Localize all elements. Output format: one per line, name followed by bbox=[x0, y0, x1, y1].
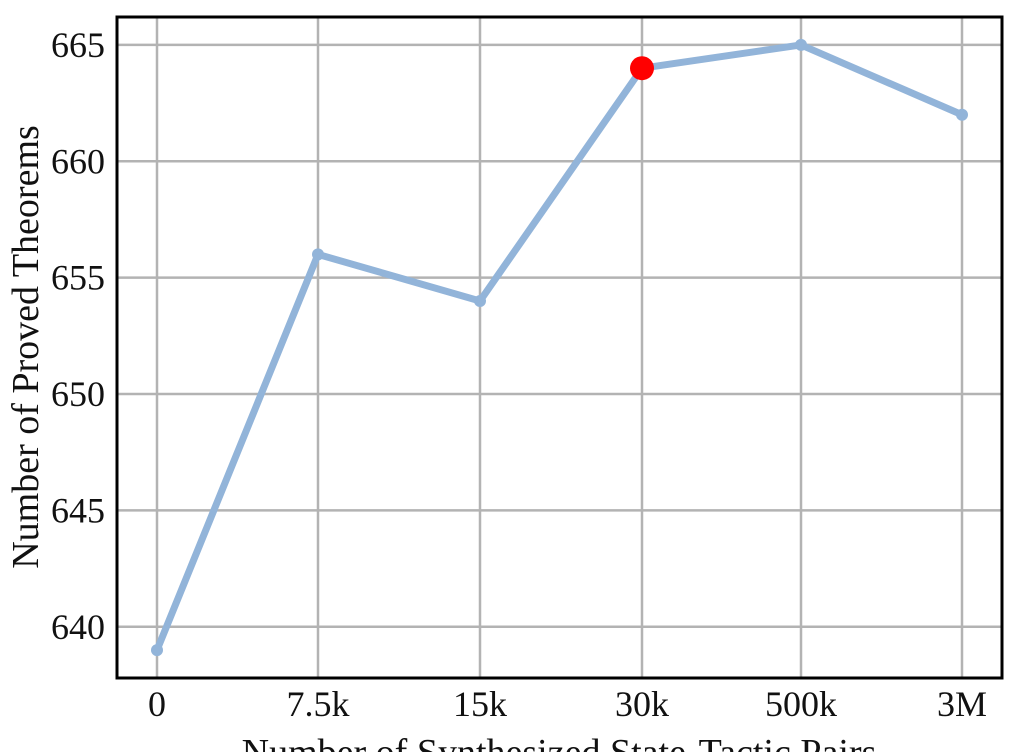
series-point bbox=[474, 294, 486, 307]
y-tick-label: 665 bbox=[51, 25, 105, 65]
series-layer bbox=[151, 38, 968, 657]
y-tick-label: 660 bbox=[51, 141, 105, 181]
x-tick-label: 3M bbox=[937, 684, 987, 724]
y-tick-label: 645 bbox=[51, 490, 105, 530]
grid bbox=[117, 17, 1002, 678]
series-point bbox=[795, 38, 807, 51]
x-tick-label: 15k bbox=[453, 684, 507, 724]
x-tick-label: 30k bbox=[615, 684, 669, 724]
series-line bbox=[153, 41, 966, 654]
plot-frame bbox=[115, 15, 1004, 680]
x-tick-labels: 0 7.5k 15k 30k 500k 3M bbox=[148, 684, 987, 724]
y-tick-label: 650 bbox=[51, 374, 105, 414]
y-tick-labels: 640 645 650 655 660 665 bbox=[51, 25, 105, 647]
series-point bbox=[956, 108, 968, 121]
x-tick-label: 500k bbox=[765, 684, 837, 724]
x-tick-label: 7.5k bbox=[287, 684, 350, 724]
y-tick-label: 655 bbox=[51, 258, 105, 298]
series-point bbox=[312, 248, 324, 261]
y-tick-label: 640 bbox=[51, 607, 105, 647]
y-axis-label: Number of Proved Theorems bbox=[5, 125, 47, 569]
x-tick-label: 0 bbox=[148, 684, 166, 724]
series-point bbox=[151, 644, 163, 657]
x-axis-label: Number of Synthesized State-Tactic Pairs bbox=[242, 732, 877, 752]
highlight-point bbox=[630, 56, 654, 81]
